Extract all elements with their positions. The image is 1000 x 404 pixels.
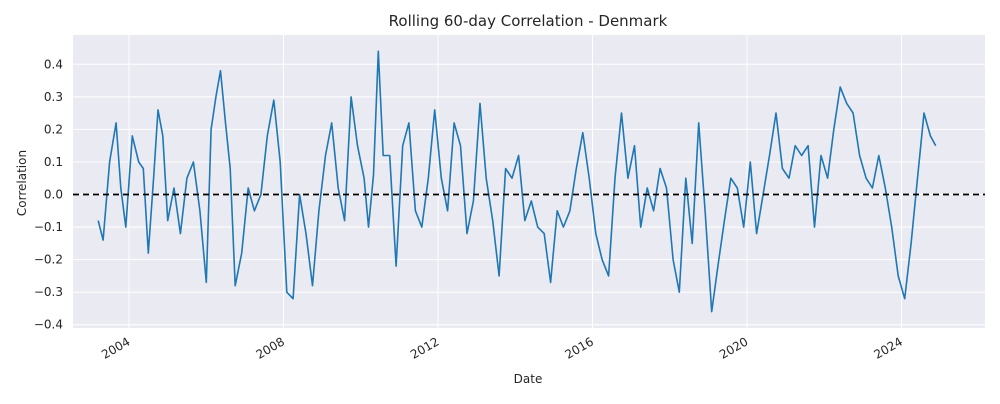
y-tick-label: 0.3 [44, 90, 63, 104]
series-line [97, 50, 937, 313]
y-tick-label: 0.2 [44, 122, 63, 136]
y-tick-labels: 0.4 0.3 0.2 0.1 0.0 −0.1 −0.2 −0.3 −0.4 [34, 57, 63, 331]
y-tick-label: −0.1 [34, 220, 63, 234]
chart-title: Rolling 60-day Correlation - Denmark [389, 12, 668, 30]
x-tick-label: 2004 [99, 334, 132, 361]
x-tick-label: 2024 [872, 334, 905, 361]
y-tick-label: −0.2 [34, 253, 63, 267]
x-tick-label: 2012 [408, 334, 441, 361]
x-tick-label: 2016 [563, 334, 596, 361]
y-axis-label: Correlation [15, 150, 29, 216]
plot-background [73, 35, 985, 328]
y-tick-label: −0.3 [34, 285, 63, 299]
series-layer [97, 50, 937, 313]
y-tick-label: 0.1 [44, 155, 63, 169]
x-tick-label: 2008 [254, 334, 287, 361]
y-tick-label: 0.4 [44, 57, 63, 71]
x-tick-labels: 2004 2008 2012 2016 2020 2024 [99, 334, 905, 361]
x-axis-label: Date [514, 372, 543, 386]
x-tick-label: 2020 [717, 334, 750, 361]
y-tick-label: −0.4 [34, 318, 63, 332]
y-tick-label: 0.0 [44, 188, 63, 202]
